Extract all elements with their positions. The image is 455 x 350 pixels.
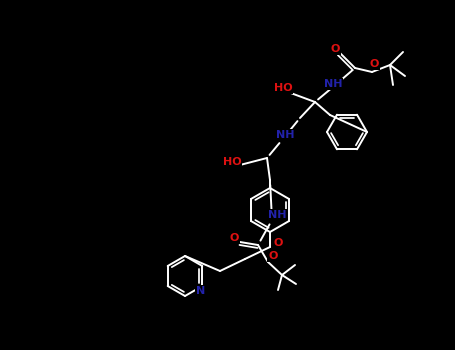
Text: NH: NH — [324, 79, 342, 89]
Text: HO: HO — [222, 157, 241, 167]
Text: N: N — [196, 286, 205, 296]
Text: O: O — [330, 44, 340, 54]
Text: O: O — [229, 233, 239, 243]
Text: HO: HO — [274, 83, 292, 93]
Text: NH: NH — [268, 210, 286, 220]
Text: O: O — [273, 238, 283, 248]
Text: O: O — [268, 251, 278, 261]
Text: NH: NH — [276, 130, 294, 140]
Text: O: O — [369, 59, 379, 69]
